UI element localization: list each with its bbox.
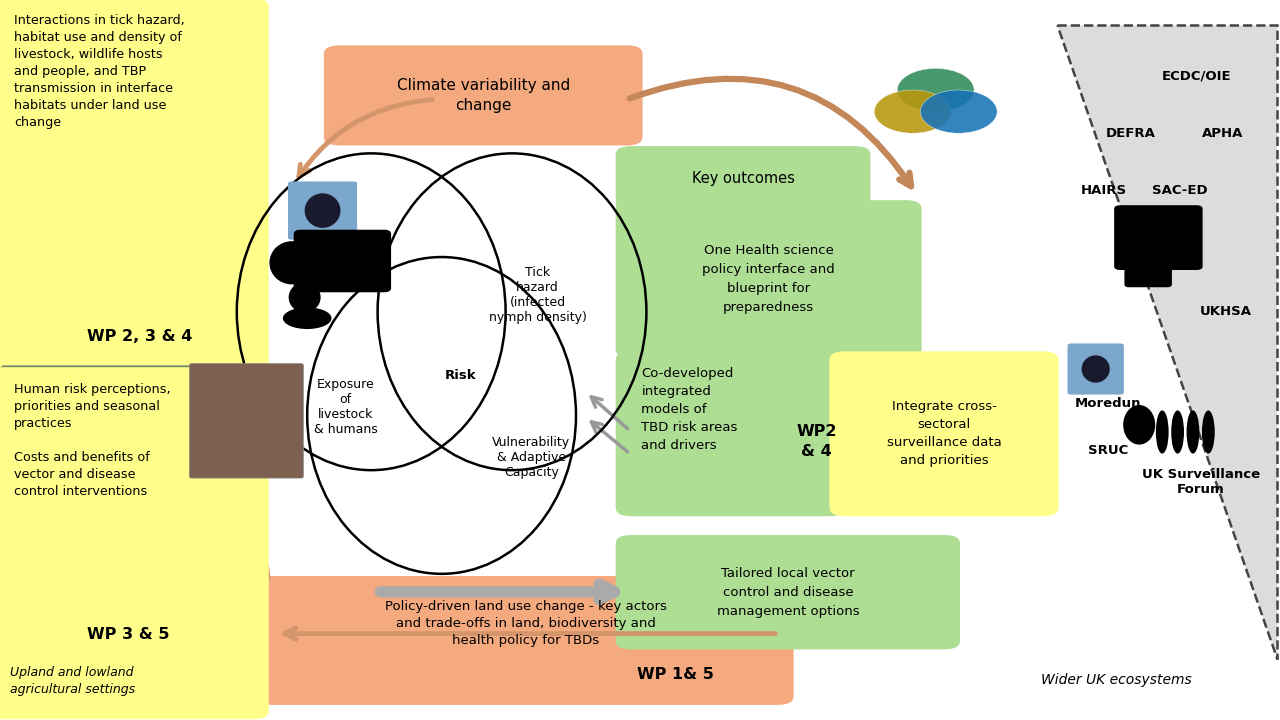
FancyBboxPatch shape <box>1068 343 1124 395</box>
FancyBboxPatch shape <box>616 351 845 516</box>
FancyBboxPatch shape <box>294 230 390 292</box>
Ellipse shape <box>1124 405 1156 444</box>
Ellipse shape <box>1156 410 1169 454</box>
Text: Human risk perceptions,
priorities and seasonal
practices

Costs and benefits of: Human risk perceptions, priorities and s… <box>14 383 170 498</box>
FancyBboxPatch shape <box>616 535 960 649</box>
FancyBboxPatch shape <box>288 181 357 240</box>
Text: Wider UK ecosystems: Wider UK ecosystems <box>1041 673 1192 688</box>
Text: Tick
hazard
(infected
nymph density): Tick hazard (infected nymph density) <box>489 266 586 324</box>
Text: Co-developed
integrated
models of
TBD risk areas
and drivers: Co-developed integrated models of TBD ri… <box>641 367 737 452</box>
Ellipse shape <box>874 90 951 133</box>
Text: Interactions in tick hazard,
habitat use and density of
livestock, wildlife host: Interactions in tick hazard, habitat use… <box>14 14 184 130</box>
Text: UK Surveillance
Forum: UK Surveillance Forum <box>1142 469 1260 496</box>
FancyBboxPatch shape <box>616 200 922 358</box>
Text: DEFRA: DEFRA <box>1106 127 1155 140</box>
Text: APHA: APHA <box>1202 127 1243 140</box>
FancyBboxPatch shape <box>616 146 870 210</box>
FancyBboxPatch shape <box>0 367 269 719</box>
Text: HAIRS: HAIRS <box>1080 184 1126 197</box>
Ellipse shape <box>1187 410 1199 454</box>
Text: Exposure
of
livestock
& humans: Exposure of livestock & humans <box>314 378 378 436</box>
Text: WP 3 & 5: WP 3 & 5 <box>87 627 169 642</box>
Text: Risk: Risk <box>445 369 476 382</box>
Ellipse shape <box>1171 410 1184 454</box>
Text: UKHSA: UKHSA <box>1201 305 1252 318</box>
Text: WP 2, 3 & 4: WP 2, 3 & 4 <box>87 329 192 344</box>
Text: SRUC: SRUC <box>1088 444 1129 456</box>
FancyBboxPatch shape <box>1 366 256 531</box>
Text: Vulnerability
& Adaptive
Capacity: Vulnerability & Adaptive Capacity <box>492 436 571 479</box>
Text: Climate variability and
change: Climate variability and change <box>397 78 570 113</box>
FancyBboxPatch shape <box>1115 206 1202 269</box>
Ellipse shape <box>920 90 997 133</box>
Text: Tailored local vector
control and disease
management options: Tailored local vector control and diseas… <box>717 567 859 618</box>
Text: One Health science
policy interface and
blueprint for
preparedness: One Health science policy interface and … <box>703 244 835 314</box>
FancyBboxPatch shape <box>324 45 643 145</box>
Text: Key outcomes: Key outcomes <box>691 171 795 186</box>
FancyBboxPatch shape <box>829 351 1059 516</box>
Ellipse shape <box>283 307 332 329</box>
Text: WP 1& 5: WP 1& 5 <box>636 667 713 682</box>
Ellipse shape <box>897 68 974 112</box>
Text: WP2
& 4: WP2 & 4 <box>796 424 837 459</box>
Text: Upland and lowland
agricultural settings: Upland and lowland agricultural settings <box>10 666 136 696</box>
Ellipse shape <box>289 282 320 312</box>
Ellipse shape <box>270 241 315 284</box>
FancyBboxPatch shape <box>189 364 303 478</box>
Text: ECDC/OIE: ECDC/OIE <box>1162 69 1231 82</box>
Polygon shape <box>1057 25 1277 659</box>
Ellipse shape <box>1202 410 1215 454</box>
Text: Integrate cross-
sectoral
surveillance data
and priorities: Integrate cross- sectoral surveillance d… <box>887 400 1001 467</box>
FancyBboxPatch shape <box>0 0 269 369</box>
Text: Policy-driven land use change - key actors
and trade-offs in land, biodiversity : Policy-driven land use change - key acto… <box>384 600 667 647</box>
Ellipse shape <box>1082 355 1110 382</box>
FancyBboxPatch shape <box>257 576 794 705</box>
FancyBboxPatch shape <box>1125 253 1171 287</box>
Text: Moredun: Moredun <box>1075 397 1142 410</box>
Text: SAC-ED: SAC-ED <box>1152 184 1208 197</box>
Ellipse shape <box>305 193 340 228</box>
